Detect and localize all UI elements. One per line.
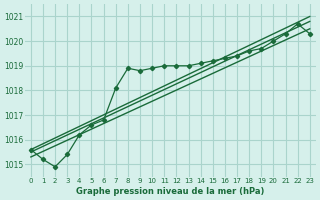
X-axis label: Graphe pression niveau de la mer (hPa): Graphe pression niveau de la mer (hPa) xyxy=(76,187,265,196)
